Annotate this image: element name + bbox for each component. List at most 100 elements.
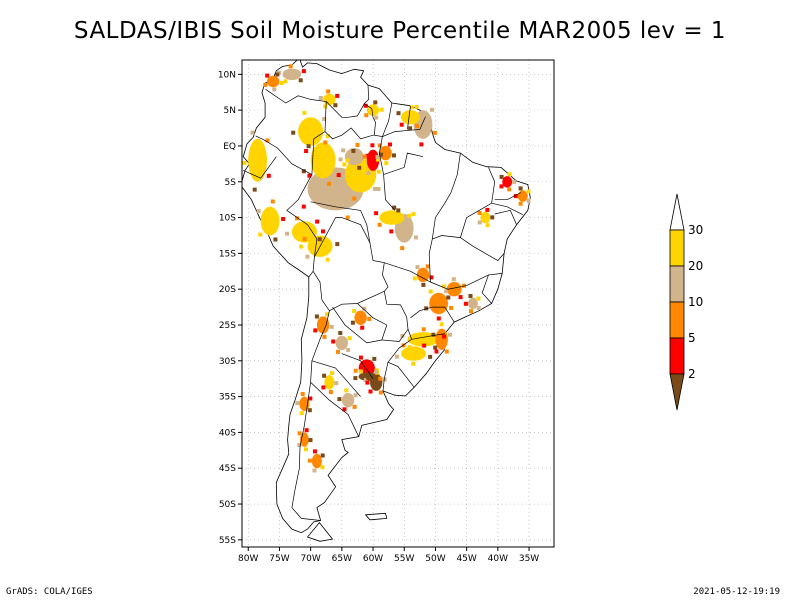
moisture-cell — [301, 169, 306, 174]
moisture-cell — [322, 373, 327, 378]
lat-tick-label: 10N — [218, 70, 236, 80]
map-title: SALDAS/IBIS Soil Moisture Percentile MAR… — [73, 18, 727, 44]
moisture-cell — [295, 216, 299, 221]
moisture-cell — [428, 289, 433, 294]
moisture-patch — [267, 75, 280, 88]
lat-tick-label: 5N — [224, 106, 236, 116]
moisture-cell — [352, 404, 357, 409]
moisture-cell — [408, 126, 413, 131]
moisture-cell — [250, 130, 255, 135]
moisture-cell — [273, 237, 278, 242]
lon-tick-label: 70W — [300, 554, 320, 564]
colorbar-swatch — [669, 301, 685, 339]
country-border — [311, 360, 361, 397]
moisture-cell — [374, 115, 379, 120]
moisture-cell — [308, 396, 313, 401]
moisture-cell — [301, 69, 306, 74]
moisture-cell — [252, 187, 257, 192]
moisture-cell — [344, 388, 349, 393]
moisture-cell — [353, 368, 358, 373]
moisture-cell — [374, 211, 379, 216]
moisture-cell — [288, 64, 293, 69]
moisture-cell — [350, 320, 355, 325]
lat-tick-label: 25S — [219, 321, 236, 331]
moisture-patch — [401, 346, 427, 361]
lat-tick-label: 15S — [219, 249, 236, 259]
moisture-cell — [429, 275, 434, 280]
moisture-cell — [318, 96, 323, 100]
country-border — [494, 209, 517, 225]
moisture-cell — [425, 264, 430, 269]
moisture-cell — [446, 295, 451, 300]
moisture-cell — [321, 385, 326, 390]
moisture-patch — [354, 310, 367, 325]
country-border — [324, 127, 375, 140]
moisture-cell — [378, 376, 383, 381]
moisture-cell — [341, 148, 346, 153]
country-border — [286, 174, 318, 278]
country-border — [243, 156, 277, 179]
moisture-cell — [307, 173, 312, 178]
moisture-cell — [477, 220, 482, 225]
moisture-cell — [401, 343, 406, 348]
moisture-cell — [462, 283, 466, 288]
moisture-patch — [379, 210, 405, 225]
moisture-cell — [304, 149, 309, 153]
colorbar-swatch — [669, 337, 685, 375]
moisture-cell — [299, 244, 304, 249]
moisture-cell — [304, 428, 309, 433]
moisture-cell — [313, 328, 318, 333]
moisture-cell — [431, 332, 436, 337]
moisture-cell — [499, 174, 504, 179]
moisture-cell — [320, 465, 325, 470]
moisture-patch — [298, 117, 324, 146]
moisture-cell — [300, 392, 305, 396]
country-borders — [243, 85, 523, 521]
moisture-cell — [345, 215, 350, 220]
moisture-cell — [518, 186, 523, 191]
moisture-cell — [326, 89, 331, 94]
moisture-cell — [436, 316, 441, 321]
moisture-cell — [305, 254, 310, 259]
moisture-patch — [379, 145, 392, 161]
colorbar-swatch — [669, 229, 685, 267]
moisture-cell — [285, 231, 290, 236]
moisture-cell — [444, 289, 449, 294]
soil-moisture-patches — [242, 64, 531, 473]
moisture-patch — [502, 176, 513, 188]
country-border — [383, 152, 424, 175]
moisture-cell — [362, 306, 367, 311]
moisture-cell — [382, 377, 387, 382]
moisture-cell — [312, 468, 317, 473]
lon-tick-label: 50W — [425, 554, 445, 564]
colorbar-label: 20 — [688, 259, 703, 273]
moisture-cell — [384, 161, 389, 166]
moisture-cell — [270, 199, 275, 204]
moisture-cell — [359, 355, 363, 360]
moisture-cell — [351, 148, 356, 153]
moisture-cell — [334, 381, 339, 386]
moisture-patch — [311, 453, 322, 469]
moisture-cell — [333, 103, 338, 108]
moisture-cell — [370, 143, 375, 148]
country-border — [460, 167, 496, 238]
moisture-cell — [414, 104, 419, 109]
moisture-cell — [507, 187, 512, 192]
lat-tick-label: 5S — [225, 178, 237, 188]
lat-tick-label: 30S — [219, 357, 236, 367]
moisture-cell — [388, 142, 392, 147]
moisture-cell — [364, 113, 369, 118]
moisture-patch — [517, 190, 528, 202]
moisture-cell — [315, 219, 320, 224]
moisture-cell — [301, 204, 306, 209]
moisture-cell — [295, 401, 300, 406]
country-border — [410, 306, 455, 323]
moisture-cell — [368, 389, 373, 394]
axis-ticks: 80W 75W 70W 65W 60W 55W 50W 45W 40W 35W 10N 5N EQ 5S 1… — [218, 70, 539, 564]
country-border — [428, 235, 474, 283]
moisture-cell — [499, 184, 504, 189]
moisture-patch — [248, 138, 267, 182]
moisture-patch — [446, 282, 462, 297]
moisture-cell — [265, 73, 270, 78]
moisture-patch — [324, 375, 335, 390]
